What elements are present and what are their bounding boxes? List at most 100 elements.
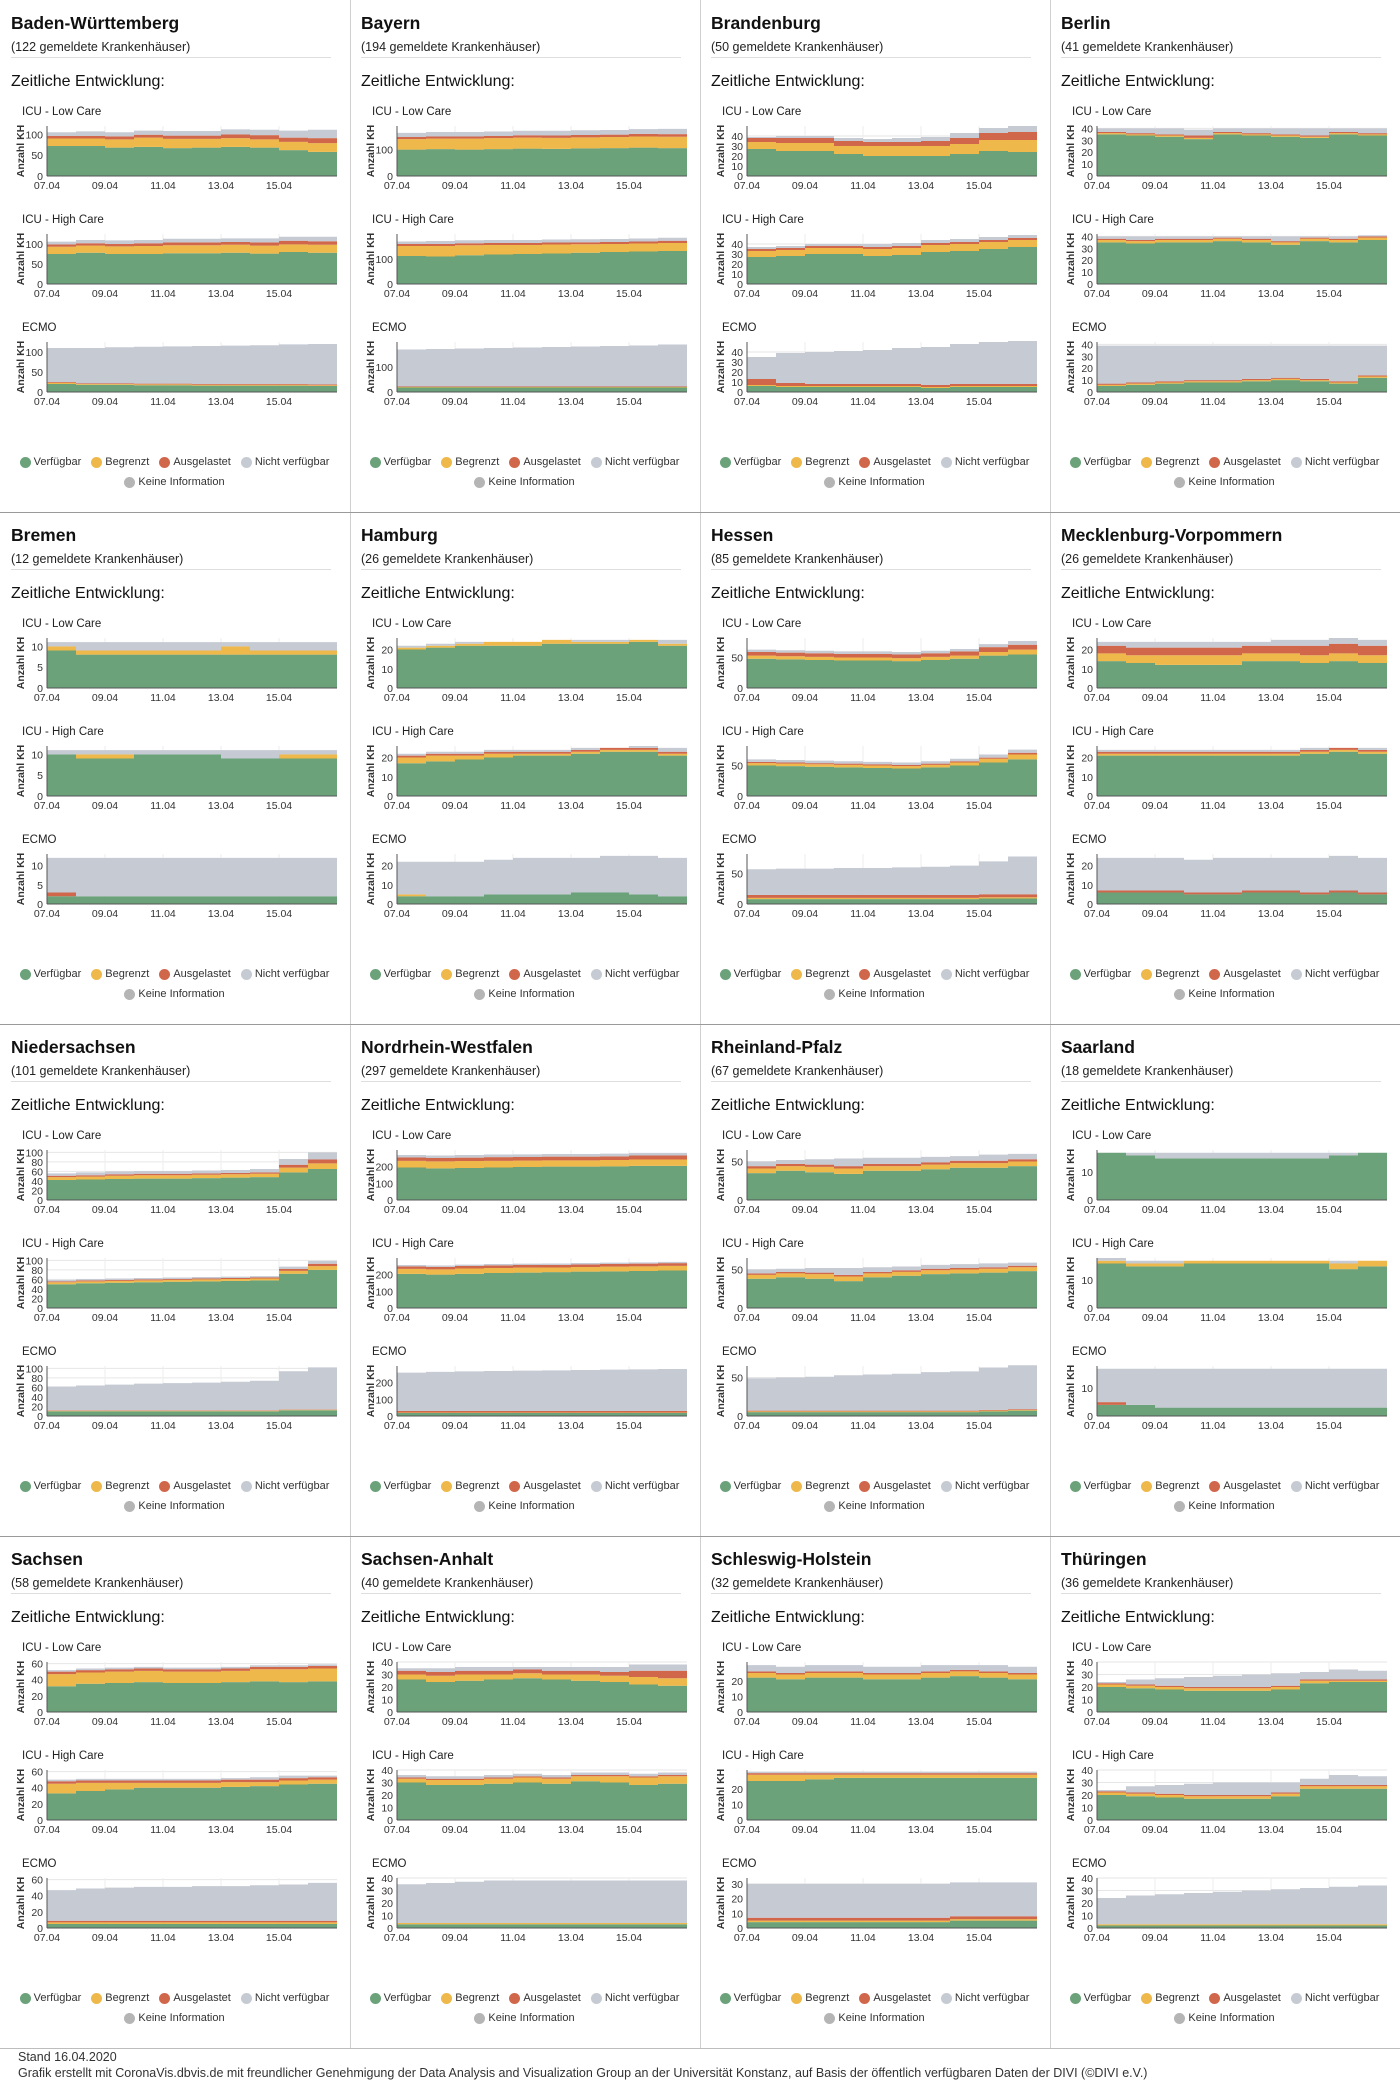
x-tick-label: 09.04 [92, 1716, 118, 1728]
x-tick-label: 15.04 [1316, 908, 1342, 920]
legend-swatch [1174, 1500, 1186, 1512]
x-tick-label: 15.04 [266, 288, 292, 300]
y-tick-label: 60 [31, 1166, 43, 1178]
area-nicht-verfuegbar [747, 1153, 1037, 1167]
area-nicht-verfuegbar [747, 235, 1037, 249]
x-tick-label: 07.04 [734, 1716, 760, 1728]
area-nicht-verfuegbar [747, 641, 1037, 655]
y-tick-label: 100 [375, 145, 393, 157]
legend-swatch [369, 456, 381, 468]
chart-title: ICU - Low Care [1072, 106, 1151, 118]
x-tick-label: 07.04 [1084, 1204, 1110, 1216]
legend-item-verfuegbar: Verfügbar [369, 1480, 431, 1492]
y-tick-label: 20 [731, 1676, 743, 1688]
legend-swatch [19, 456, 31, 468]
x-tick-label: 11.04 [850, 1824, 876, 1836]
chart-icu-high-care: ICU - High Care 0 50 100 07.04 09.04 11.04 13.0… [15, 214, 337, 300]
y-tick-label: 10 [731, 377, 743, 389]
chart-title: ICU - High Care [1072, 214, 1154, 226]
chart-ecmo: ECMO 0 5 10 07.04 09.04 11.04 13.04 15.04 Anzahl … [15, 834, 337, 920]
area-nicht-verfuegbar [397, 639, 687, 648]
y-tick-label: 100 [25, 1363, 43, 1375]
x-tick-label: 11.04 [150, 1932, 176, 1944]
chart-ecmo: ECMO 0 10 20 07.04 09.04 11.04 13.04 15.04 Anzahl… [365, 834, 687, 920]
chart-title: ICU - Low Care [22, 1642, 101, 1654]
chart-title: ECMO [372, 1346, 407, 1358]
area-ausgelastet [1097, 890, 1387, 895]
legend-label: Ausgelastet [523, 1992, 581, 2004]
legend-item-ausgelastet: Ausgelastet [1209, 1480, 1281, 1492]
y-tick-label: 200 [375, 1378, 393, 1390]
y-tick-label: 20 [1081, 363, 1093, 375]
legend-label: Verfügbar [1083, 1992, 1132, 2004]
legend-swatch [369, 968, 381, 980]
legend-label: Nicht verfügbar [1304, 456, 1380, 468]
area-verfuegbar [747, 1166, 1037, 1200]
y-tick-label: 80 [31, 1157, 43, 1169]
y-tick-label: 30 [731, 357, 743, 369]
x-tick-label: 07.04 [1084, 800, 1110, 812]
area-verfuegbar [397, 251, 687, 284]
legend-label: Ausgelastet [173, 968, 231, 980]
x-tick-label: 07.04 [384, 800, 410, 812]
y-axis-label: Anzahl KH [15, 745, 27, 798]
chart-ecmo: ECMO 0 10 07.04 09.04 11.04 13.04 15.04 Anzahl K… [1065, 1346, 1387, 1432]
y-axis-label: Anzahl KH [15, 233, 27, 286]
legend-swatch [441, 1992, 453, 2004]
area-verfuegbar [747, 247, 1037, 284]
legend-swatch [474, 476, 486, 488]
chart-title: ECMO [22, 834, 57, 846]
x-tick-label: 09.04 [1142, 1204, 1168, 1216]
y-tick-label: 10 [381, 1695, 393, 1707]
legend-label: Nicht verfügbar [254, 968, 330, 980]
area-nicht-verfuegbar [1097, 1669, 1387, 1687]
x-tick-label: 09.04 [92, 800, 118, 812]
x-tick-label: 11.04 [850, 1312, 876, 1324]
chart-icu-low-care: ICU - Low Care 0 100 07.04 09.04 11.04 13.04 15… [365, 106, 687, 192]
area-ausgelastet [397, 1669, 687, 1679]
x-tick-label: 11.04 [1200, 692, 1226, 704]
legend: Verfügbar Begrenzt Ausgelastet Nicht verfüg… [350, 1992, 699, 2024]
legend-swatch [1069, 456, 1081, 468]
legend: Verfügbar Begrenzt Ausgelastet Nicht verfüg… [1050, 1480, 1399, 1512]
area-begrenzt [397, 243, 687, 257]
title-rule [1061, 569, 1381, 570]
area-verfuegbar [1097, 661, 1387, 688]
x-tick-label: 09.04 [442, 1420, 468, 1432]
chart-title: ICU - Low Care [1072, 1642, 1151, 1654]
x-tick-label: 15.04 [1316, 1420, 1342, 1432]
area-begrenzt [397, 1159, 687, 1169]
legend-swatch [1209, 1992, 1221, 2004]
y-tick-label: 200 [375, 1162, 393, 1174]
x-tick-label: 09.04 [792, 908, 818, 920]
legend-swatch [19, 1992, 31, 2004]
area-verfuegbar [747, 1920, 1037, 1928]
legend-item-nicht-verfuegbar: Nicht verfügbar [590, 456, 679, 468]
title-rule [361, 1081, 681, 1082]
area-nicht-verfuegbar [397, 128, 687, 138]
legend-swatch [791, 456, 803, 468]
x-tick-label: 11.04 [500, 1204, 526, 1216]
area-ausgelastet [47, 1409, 337, 1411]
area-nicht-verfuegbar [747, 1771, 1037, 1774]
y-tick-label: 100 [25, 1255, 43, 1267]
section-label: Zeitliche Entwicklung: [711, 73, 865, 90]
legend-swatch [240, 1480, 252, 1492]
x-tick-label: 07.04 [384, 1204, 410, 1216]
area-ausgelastet [747, 1773, 1037, 1775]
area-ausgelastet [747, 132, 1037, 146]
state-title: Sachsen-Anhalt [361, 1549, 494, 1569]
y-axis-label: Anzahl KH [715, 1365, 727, 1418]
y-tick-label: 20 [381, 1790, 393, 1802]
x-tick-label: 09.04 [792, 180, 818, 192]
y-tick-label: 10 [731, 1799, 743, 1811]
area-ausgelastet [47, 134, 337, 144]
legend-label: Begrenzt [105, 456, 150, 468]
y-axis-label: Anzahl KH [15, 1257, 27, 1310]
x-tick-label: 07.04 [734, 1204, 760, 1216]
title-rule [11, 1081, 331, 1082]
x-tick-label: 15.04 [616, 180, 642, 192]
legend-label: Verfügbar [733, 456, 782, 468]
footer-divider [0, 2048, 1400, 2049]
